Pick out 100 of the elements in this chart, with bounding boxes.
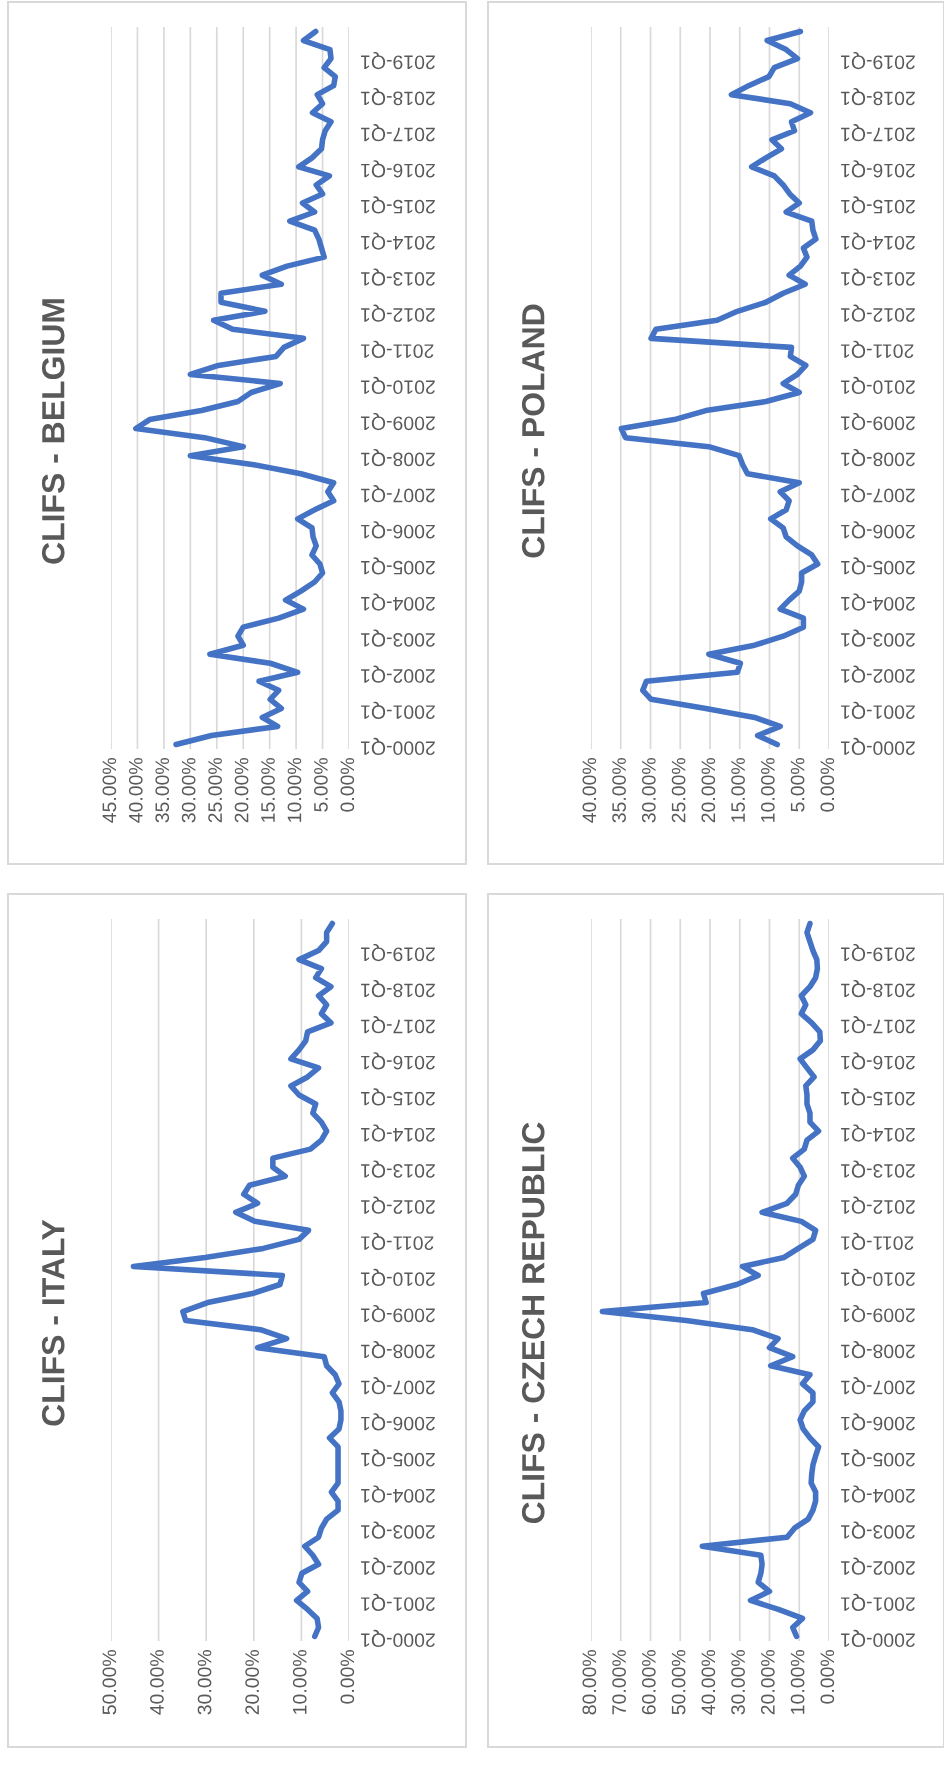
y-tick-label: 2010-Q1: [841, 1268, 915, 1287]
y-tick-label: 2017-Q1: [841, 1016, 915, 1034]
y-tick-label: 2001-Q1: [361, 1593, 435, 1611]
x-tick-label: 10.00%: [760, 758, 775, 822]
y-tick-label: 2010-Q1: [361, 376, 435, 395]
y-tick-label: 2010-Q1: [841, 376, 915, 395]
y-tick-label: 2015-Q1: [361, 196, 435, 214]
y-tick-label: 2009-Q1: [361, 1304, 435, 1323]
text: CLIFS - ITALY: [41, 1219, 65, 1426]
y-tick-label: 2008-Q1: [841, 1341, 915, 1359]
y-tick-label: 2015-Q1: [841, 1088, 915, 1106]
x-tick-label: 45.00%: [102, 758, 117, 823]
y-tick-label: 2011-Q1: [361, 1232, 434, 1250]
y-tick-label: 2000-Q1: [841, 1629, 915, 1648]
y-tick-label: 2014-Q1: [841, 1124, 915, 1142]
y-tick-label: 2004-Q1: [361, 1485, 435, 1503]
x-tick-label: 70.00%: [612, 1650, 626, 1715]
y-tick-label: 2016-Q1: [361, 160, 435, 178]
y-tick-label: 2017-Q1: [361, 124, 435, 142]
y-tick-label: 2016-Q1: [841, 160, 915, 178]
y-tick-label: 2004-Q1: [841, 1485, 915, 1503]
y-tick-label: 2006-Q1: [841, 521, 915, 539]
y-tick-label: 2014-Q1: [361, 232, 435, 250]
x-tick-label: 5.00%: [314, 758, 328, 812]
y-tick-label: 2002-Q1: [361, 665, 435, 683]
y-tick-label: 2018-Q1: [361, 88, 435, 106]
y-tick-label: 2006-Q1: [361, 1413, 435, 1431]
y-tick-label: 2009-Q1: [361, 412, 435, 431]
y-tick-label: 2017-Q1: [361, 1016, 435, 1034]
y-tick-label: 2007-Q1: [841, 485, 915, 503]
y-tick-label: 2003-Q1: [841, 1521, 915, 1539]
y-tick-label: 2018-Q1: [841, 980, 915, 998]
y-tick-label: 2011-Q1: [361, 340, 434, 358]
x-tick-label: 20.00%: [701, 758, 716, 823]
y-tick-label: 2014-Q1: [841, 232, 915, 250]
y-tick-label: 2006-Q1: [361, 521, 435, 539]
x-tick-label: 15.00%: [261, 758, 275, 822]
text: CLIFS - BELGIUM: [41, 299, 65, 564]
x-tick-label: 0.00%: [820, 758, 835, 812]
y-tick-label: 2012-Q1: [361, 304, 435, 322]
y-tick-label: 2003-Q1: [361, 629, 435, 647]
x-tick-label: 50.00%: [671, 1650, 686, 1715]
y-tick-label: 2008-Q1: [361, 449, 435, 467]
x-tick-label: 80.00%: [582, 1650, 597, 1715]
x-tick-label: 10.00%: [790, 1650, 805, 1714]
x-tick-label: 0.00%: [340, 1650, 355, 1704]
y-tick-label: 2018-Q1: [361, 980, 435, 998]
x-tick-label: 20.00%: [245, 1650, 260, 1715]
y-tick-label: 2006-Q1: [841, 1413, 915, 1431]
x-tick-label: 30.00%: [181, 758, 196, 823]
y-tick-label: 2004-Q1: [841, 593, 915, 611]
y-tick-label: 2019-Q1: [841, 51, 915, 70]
y-tick-label: 2011-Q1: [841, 1232, 914, 1250]
y-tick-label: 2005-Q1: [361, 1449, 435, 1467]
y-tick-label: 2016-Q1: [841, 1052, 915, 1070]
y-tick-label: 2012-Q1: [841, 1196, 915, 1214]
y-tick-label: 2000-Q1: [361, 1629, 435, 1648]
y-tick-label: 2015-Q1: [841, 196, 915, 214]
x-tick-label: 5.00%: [790, 758, 805, 812]
x-tick-label: 10.00%: [292, 1650, 307, 1714]
x-tick-label: 30.00%: [197, 1650, 212, 1715]
y-tick-label: 2015-Q1: [361, 1088, 435, 1106]
y-tick-label: 2007-Q1: [361, 1377, 435, 1395]
y-tick-label: 2009-Q1: [841, 1304, 915, 1323]
y-tick-label: 2019-Q1: [361, 51, 435, 70]
y-tick-label: 2009-Q1: [841, 412, 915, 431]
y-tick-label: 2013-Q1: [361, 1160, 435, 1178]
y-tick-label: 2019-Q1: [841, 943, 915, 962]
x-tick-label: 15.00%: [731, 758, 745, 822]
x-tick-label: 30.00%: [731, 1650, 745, 1715]
y-tick-label: 2014-Q1: [361, 1124, 435, 1142]
x-tick-label: 40.00%: [150, 1650, 164, 1715]
y-tick-label: 2005-Q1: [841, 557, 915, 575]
y-tick-label: 2012-Q1: [841, 304, 915, 322]
y-tick-label: 2005-Q1: [361, 557, 435, 575]
y-tick-label: 2016-Q1: [361, 1052, 435, 1070]
y-tick-label: 2005-Q1: [841, 1449, 915, 1467]
x-tick-label: 0.00%: [820, 1650, 835, 1704]
y-tick-label: 2002-Q1: [361, 1557, 435, 1575]
y-tick-label: 2010-Q1: [361, 1268, 435, 1287]
y-tick-label: 2003-Q1: [361, 1521, 435, 1539]
y-tick-label: 2003-Q1: [841, 629, 915, 647]
y-tick-label: 2000-Q1: [361, 737, 435, 756]
y-tick-label: 2012-Q1: [361, 1196, 435, 1214]
text: CLIFS - POLAND: [521, 304, 545, 558]
x-tick-label: 10.00%: [287, 758, 302, 822]
y-tick-label: 2001-Q1: [361, 701, 435, 719]
x-tick-label: 35.00%: [155, 758, 170, 823]
x-tick-label: 60.00%: [641, 1650, 656, 1715]
x-tick-label: 20.00%: [760, 1650, 775, 1715]
x-tick-label: 40.00%: [582, 758, 597, 823]
y-tick-label: 2013-Q1: [841, 268, 915, 286]
x-tick-label: 25.00%: [671, 758, 686, 823]
x-tick-label: 25.00%: [208, 758, 222, 823]
y-tick-label: 2011-Q1: [841, 340, 914, 358]
y-tick-label: 2008-Q1: [841, 449, 915, 467]
y-tick-label: 2004-Q1: [361, 593, 435, 611]
x-tick-label: 50.00%: [102, 1650, 117, 1715]
y-tick-label: 2001-Q1: [841, 1593, 915, 1611]
y-tick-label: 2002-Q1: [841, 665, 915, 683]
